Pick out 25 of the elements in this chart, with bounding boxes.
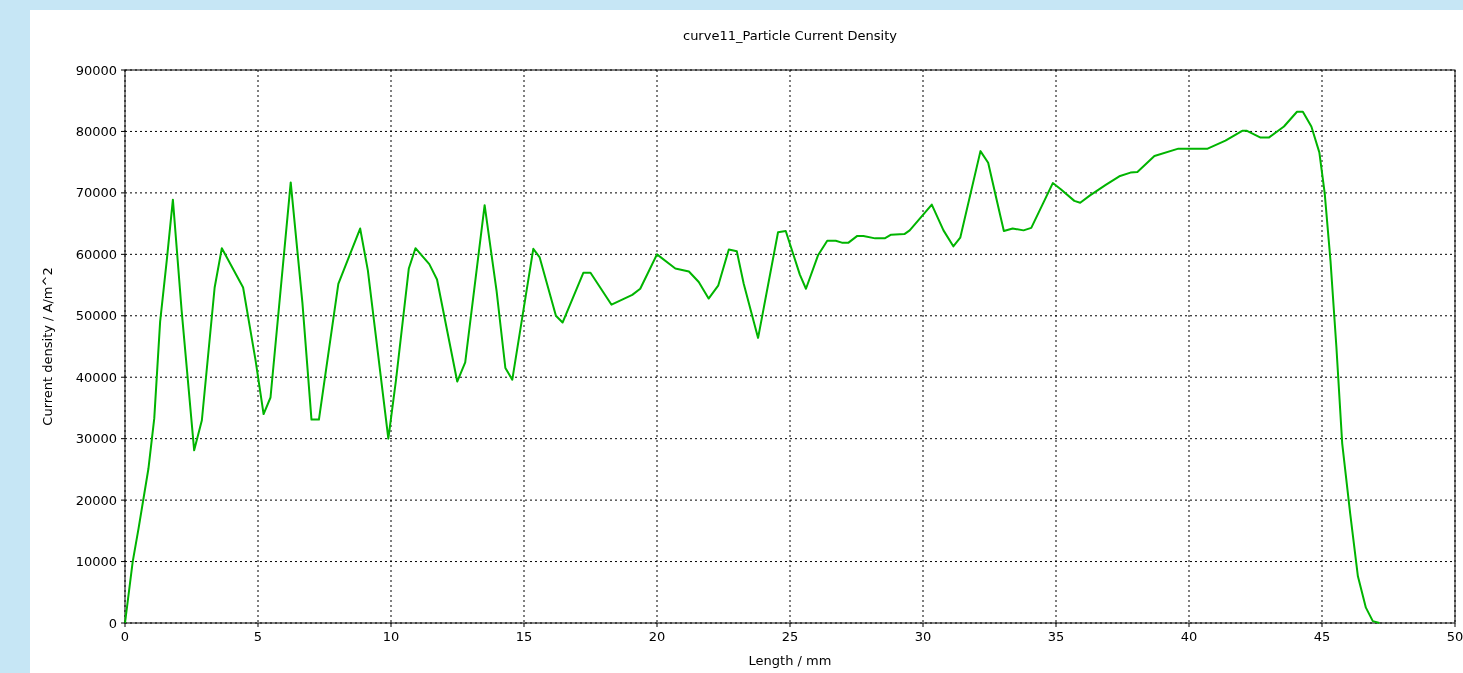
y-axis-title: Current density / A/m^2 xyxy=(40,267,55,426)
y-tick-label: 40000 xyxy=(75,369,117,385)
chart-title: curve11_Particle Current Density xyxy=(682,28,898,43)
x-tick-label: 5 xyxy=(253,629,263,644)
x-tick-label: 15 xyxy=(515,629,533,644)
line-series xyxy=(124,110,1381,624)
x-tick-label: 30 xyxy=(914,629,932,644)
x-tick-label: 40 xyxy=(1180,629,1198,644)
x-tick-label: 25 xyxy=(781,629,799,644)
y-tick-label: 60000 xyxy=(75,246,117,262)
x-axis-title: Length / mm xyxy=(748,653,832,668)
x-tick-label: 0 xyxy=(120,629,130,644)
y-tick-label: 90000 xyxy=(75,62,117,78)
x-tick-label: 50 xyxy=(1446,629,1463,644)
x-tick-label: 45 xyxy=(1313,629,1331,644)
y-tick-label: 30000 xyxy=(75,431,117,447)
y-tick-label: 80000 xyxy=(75,123,117,139)
y-tick-label: 20000 xyxy=(75,492,117,508)
y-tick-label: 50000 xyxy=(75,308,117,324)
y-tick-label: 0 xyxy=(108,615,117,631)
x-tick-label: 20 xyxy=(648,629,666,644)
x-tick-label: 35 xyxy=(1047,629,1065,644)
x-tick-label: 10 xyxy=(382,629,400,644)
y-tick-label: 10000 xyxy=(75,554,117,570)
y-tick-label: 70000 xyxy=(75,185,117,201)
